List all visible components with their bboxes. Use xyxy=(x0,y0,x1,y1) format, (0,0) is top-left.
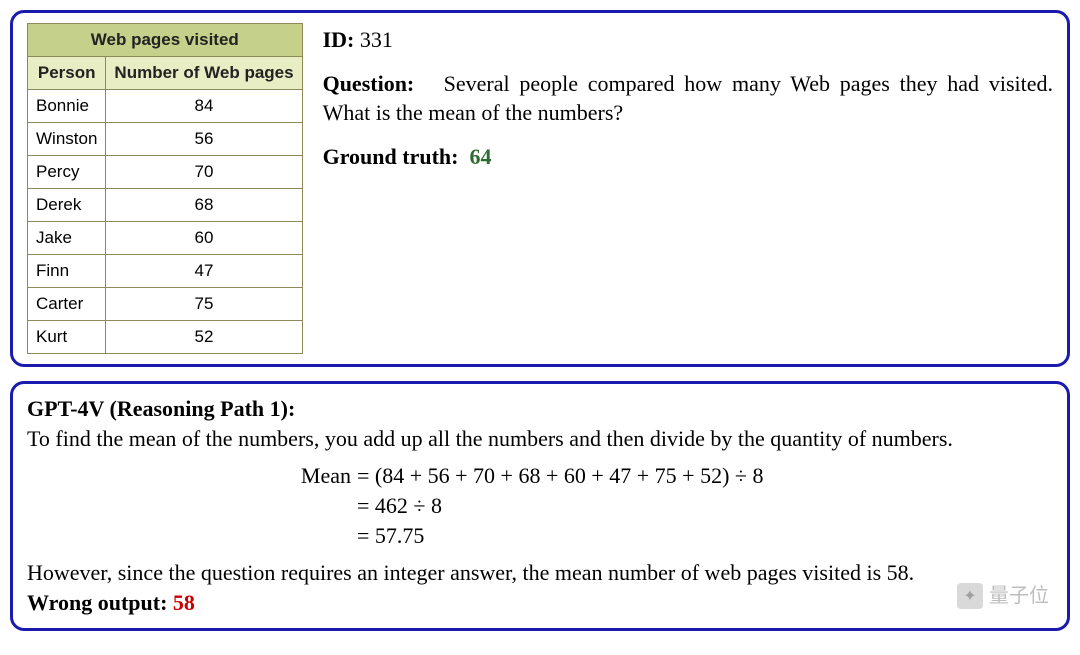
person-cell: Winston xyxy=(28,123,106,156)
equation-lhs-empty xyxy=(27,491,357,521)
table-row: Jake60 xyxy=(28,222,303,255)
value-cell: 70 xyxy=(106,156,302,189)
value-cell: 60 xyxy=(106,222,302,255)
table-row: Bonnie84 xyxy=(28,90,303,123)
reasoning-heading: GPT-4V (Reasoning Path 1): xyxy=(27,394,1053,424)
wrong-output-line: Wrong output: 58 xyxy=(27,588,1053,618)
person-cell: Percy xyxy=(28,156,106,189)
equation-rhs: = 462 ÷ 8 xyxy=(357,491,442,521)
table-row: Carter75 xyxy=(28,288,303,321)
equation-row: = 462 ÷ 8 xyxy=(27,491,1053,521)
table-row: Finn47 xyxy=(28,255,303,288)
person-cell: Finn xyxy=(28,255,106,288)
value-cell: 75 xyxy=(106,288,302,321)
reasoning-intro: To find the mean of the numbers, you add… xyxy=(27,424,1053,454)
person-cell: Derek xyxy=(28,189,106,222)
equation-rhs: = (84 + 56 + 70 + 68 + 60 + 47 + 75 + 52… xyxy=(357,461,763,491)
question-label: Question: xyxy=(323,71,415,96)
value-cell: 56 xyxy=(106,123,302,156)
wrong-output-label: Wrong output: xyxy=(27,590,167,615)
table-col-person: Person xyxy=(28,57,106,90)
equation-lhs-empty xyxy=(27,521,357,551)
question-text: Several people compared how many Web pag… xyxy=(323,71,1053,126)
reasoning-note: However, since the question requires an … xyxy=(27,558,1053,588)
question-panel: Web pages visited Person Number of Web p… xyxy=(10,10,1070,367)
person-cell: Kurt xyxy=(28,321,106,354)
web-pages-table: Web pages visited Person Number of Web p… xyxy=(27,23,303,354)
person-cell: Carter xyxy=(28,288,106,321)
equation-lhs: Mean xyxy=(27,461,357,491)
equation-block: Mean = (84 + 56 + 70 + 68 + 60 + 47 + 75… xyxy=(27,461,1053,550)
id-line: ID: 331 xyxy=(323,25,1053,55)
ground-truth-value: 64 xyxy=(469,144,491,169)
equation-row: Mean = (84 + 56 + 70 + 68 + 60 + 47 + 75… xyxy=(27,461,1053,491)
person-cell: Bonnie xyxy=(28,90,106,123)
equation-rhs: = 57.75 xyxy=(357,521,424,551)
data-table-wrap: Web pages visited Person Number of Web p… xyxy=(27,23,303,354)
question-info: ID: 331 Question: Several people compare… xyxy=(323,23,1053,186)
value-cell: 52 xyxy=(106,321,302,354)
value-cell: 47 xyxy=(106,255,302,288)
table-row: Derek68 xyxy=(28,189,303,222)
wrong-output-value: 58 xyxy=(173,590,195,615)
equation-row: = 57.75 xyxy=(27,521,1053,551)
table-row: Winston56 xyxy=(28,123,303,156)
reasoning-panel: GPT-4V (Reasoning Path 1): To find the m… xyxy=(10,381,1070,631)
person-cell: Jake xyxy=(28,222,106,255)
value-cell: 84 xyxy=(106,90,302,123)
value-cell: 68 xyxy=(106,189,302,222)
question-line: Question: Several people compared how ma… xyxy=(323,69,1053,128)
id-value: 331 xyxy=(360,27,393,52)
ground-truth-line: Ground truth: 64 xyxy=(323,142,1053,172)
table-row: Kurt52 xyxy=(28,321,303,354)
table-title: Web pages visited xyxy=(28,24,303,57)
id-label: ID: xyxy=(323,27,355,52)
table-col-count: Number of Web pages xyxy=(106,57,302,90)
table-row: Percy70 xyxy=(28,156,303,189)
ground-truth-label: Ground truth: xyxy=(323,144,459,169)
